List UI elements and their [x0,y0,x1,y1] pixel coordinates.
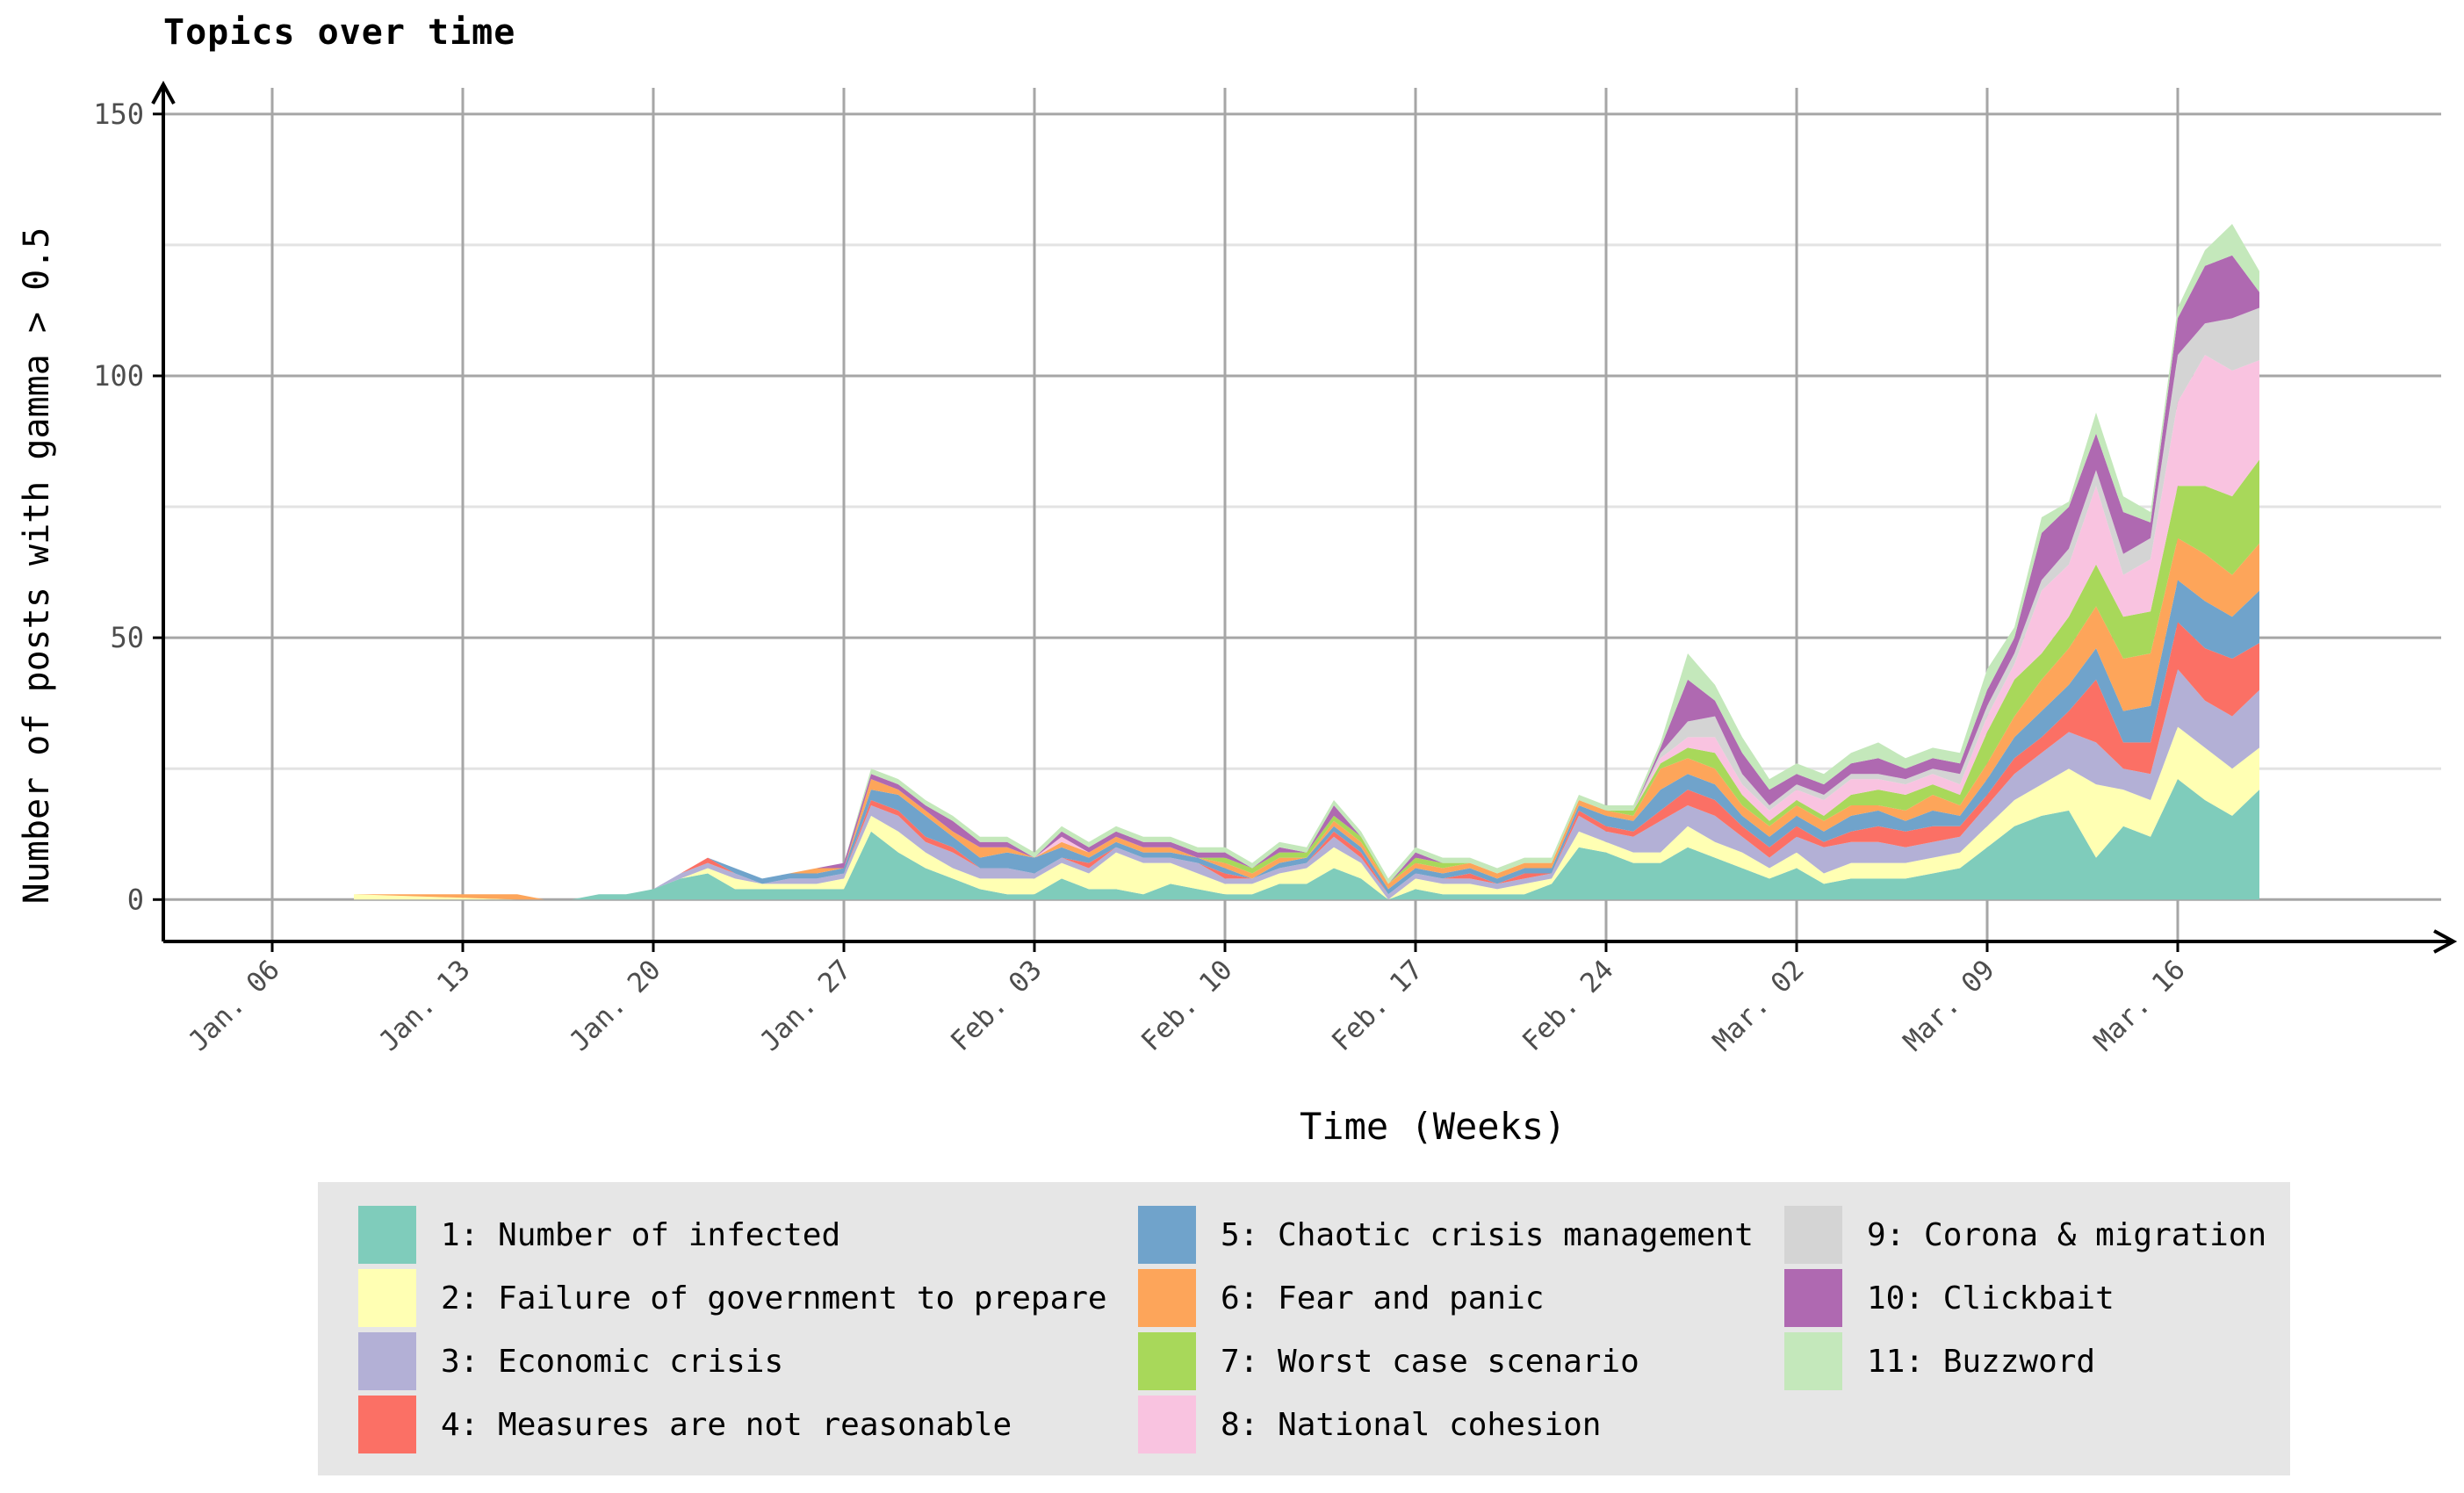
area-series-1 [354,779,2259,900]
legend-label: 2: Failure of government to prepare [441,1280,1107,1316]
legend-item-1: 1: Number of infected [358,1205,840,1265]
axes [151,80,2458,954]
legend-swatch [1138,1396,1196,1453]
x-tick-label: Mar. 09 [1898,954,2001,1057]
legend-item-11: 11: Buzzword [1784,1331,2095,1391]
legend-label: 1: Number of infected [441,1216,841,1253]
y-tick-label: 150 [93,97,144,131]
y-axis-label: Number of posts with gamma > 0.5 [17,227,57,905]
legend-label: 4: Measures are not reasonable [441,1406,1012,1443]
legend-item-7: 7: Worst case scenario [1138,1331,1639,1391]
x-tick-label: Jan. 06 [183,954,286,1057]
legend-swatch [1784,1206,1842,1264]
x-tick-label: Jan. 13 [373,954,477,1057]
legend-item-8: 8: National cohesion [1138,1395,1601,1454]
legend-item-5: 5: Chaotic crisis management [1138,1205,1754,1265]
x-tick-label: Mar. 02 [1707,954,1811,1057]
legend-item-3: 3: Economic crisis [358,1331,783,1391]
x-axis-arrow [2433,929,2458,954]
chart-title: Topics over time [163,12,516,53]
legend: 1: Number of infected 2: Failure of gover… [318,1182,2290,1475]
legend-label: 8: National cohesion [1221,1406,1602,1443]
legend-swatch [1138,1269,1196,1327]
x-tick-label: Jan. 27 [754,954,858,1057]
legend-swatch [358,1332,416,1390]
tick-labels: 0 50 100 150 Jan. 06 Jan. 13 Jan. 20 Jan. 27 Feb… [93,97,2191,1057]
legend-label: 3: Economic crisis [441,1343,784,1380]
legend-swatch [1784,1332,1842,1390]
legend-label: 7: Worst case scenario [1221,1343,1639,1380]
legend-item-6: 6: Fear and panic [1138,1268,1544,1328]
y-tick-label: 0 [127,883,144,916]
legend-swatch [1138,1206,1196,1264]
legend-item-9: 9: Corona & migration [1784,1205,2266,1265]
x-tick-label: Feb. 03 [945,954,1048,1057]
legend-item-10: 10: Clickbait [1784,1268,2115,1328]
y-tick-label: 50 [110,621,144,654]
legend-label: 5: Chaotic crisis management [1221,1216,1754,1253]
legend-label: 6: Fear and panic [1221,1280,1545,1316]
x-axis-label: Time (Weeks) [1300,1105,1567,1148]
x-tick-label: Feb. 24 [1517,954,1620,1057]
legend-label: 11: Buzzword [1867,1343,2096,1380]
stacked-areas [354,224,2259,900]
legend-item-2: 2: Failure of government to prepare [358,1268,1107,1328]
x-tick-label: Jan. 20 [564,954,667,1057]
x-tick-label: Mar. 16 [2088,954,2192,1057]
y-tick-label: 100 [93,359,144,393]
legend-swatch [1784,1269,1842,1327]
legend-label: 10: Clickbait [1867,1280,2115,1316]
legend-label: 9: Corona & migration [1867,1216,2267,1253]
legend-swatch [1138,1332,1196,1390]
legend-swatch [358,1396,416,1453]
legend-swatch [358,1206,416,1264]
x-tick-label: Feb. 17 [1326,954,1430,1057]
y-axis-arrow [151,80,176,105]
legend-item-4: 4: Measures are not reasonable [358,1395,1012,1454]
x-tick-label: Feb. 10 [1135,954,1239,1057]
legend-swatch [358,1269,416,1327]
